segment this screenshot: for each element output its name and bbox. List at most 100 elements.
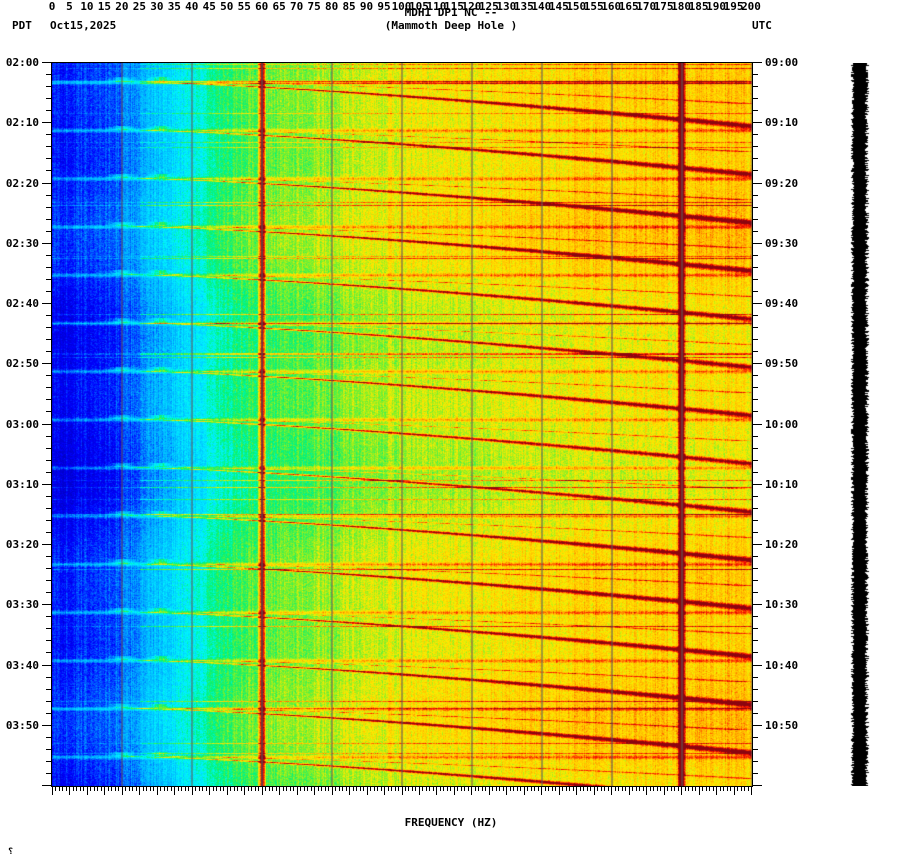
freq-tick-minor: [325, 787, 326, 791]
freq-tick-minor: [706, 787, 707, 791]
axis-tick-minor: [46, 713, 51, 714]
axis-tick-minor: [753, 520, 758, 521]
freq-tick-minor: [562, 787, 563, 791]
freq-tick-major: [681, 787, 682, 795]
freq-tick-label: 135: [513, 0, 534, 13]
freq-tick-minor: [566, 787, 567, 791]
freq-tick-minor: [429, 787, 430, 791]
axis-tick-minor: [753, 628, 758, 629]
freq-tick-minor: [695, 787, 696, 791]
freq-tick-minor: [398, 787, 399, 791]
freq-tick-minor: [447, 787, 448, 791]
freq-tick-minor: [199, 787, 200, 791]
time-label-utc: 10:20: [765, 538, 799, 551]
freq-tick-label: 75: [307, 0, 321, 13]
axis-tick-minor: [46, 327, 51, 328]
freq-tick-major: [419, 787, 420, 795]
freq-tick-minor: [461, 787, 462, 791]
axis-tick-minor: [753, 339, 758, 340]
freq-tick-minor: [625, 787, 626, 791]
freq-tick-major: [646, 787, 647, 795]
freq-tick-minor: [216, 787, 217, 791]
freq-tick-major: [384, 787, 385, 795]
freq-tick-minor: [290, 787, 291, 791]
axis-tick-major: [753, 424, 762, 425]
time-label-local: 03:10: [5, 477, 39, 491]
axis-tick-minor: [46, 291, 51, 292]
time-label-utc: 10:30: [765, 598, 799, 612]
axis-tick-major: [753, 303, 762, 304]
axis-tick-minor: [46, 677, 51, 678]
freq-tick-label: 25: [132, 0, 146, 13]
time-label-local: 02:40: [5, 297, 39, 310]
freq-tick-label: 0: [48, 0, 56, 13]
freq-tick-minor: [632, 787, 633, 791]
freq-tick-minor: [590, 787, 591, 791]
freq-tick-minor: [618, 787, 619, 791]
freq-tick-minor: [143, 787, 144, 791]
axis-tick-minor: [46, 110, 51, 111]
axis-tick-minor: [46, 628, 51, 629]
freq-tick-minor: [517, 787, 518, 791]
freq-tick-minor: [643, 787, 644, 791]
axis-tick-minor: [46, 207, 51, 208]
axis-tick-minor: [46, 436, 51, 437]
axis-tick-minor: [46, 267, 51, 268]
page-title: MDH1 DP1 NC --: [404, 6, 498, 19]
axis-tick-minor: [46, 520, 51, 521]
freq-tick-minor: [730, 787, 731, 791]
freq-tick-major: [227, 787, 228, 795]
freq-tick-minor: [300, 787, 301, 791]
axis-tick-minor: [46, 472, 51, 473]
freq-tick-minor: [73, 787, 74, 791]
freq-tick-minor: [660, 787, 661, 791]
axis-tick-major: [753, 243, 762, 244]
freq-tick-major: [87, 787, 88, 795]
freq-tick-minor: [667, 787, 668, 791]
axis-tick-minor: [46, 231, 51, 232]
freq-tick-minor: [482, 787, 483, 791]
freq-tick-label: 160: [601, 0, 622, 13]
freq-tick-minor: [468, 787, 469, 791]
axis-tick-minor: [753, 749, 758, 750]
freq-tick-minor: [283, 787, 284, 791]
frequency-axis-labels: 0 5 10 15 20 25 30 35 40 45 50 55 60 65 70 75 80 85 90 95 10…: [0, 0, 902, 14]
time-label-utc: 10:00: [765, 417, 799, 431]
freq-tick-minor: [671, 787, 672, 791]
axis-tick-minor: [753, 556, 758, 557]
freq-tick-label: 150: [566, 0, 587, 13]
freq-tick-minor: [356, 787, 357, 791]
axis-tick-minor: [753, 508, 758, 509]
time-label-local: 02:00: [5, 56, 39, 69]
axis-tick-minor: [753, 737, 758, 738]
freq-tick-minor: [101, 787, 102, 791]
freq-tick-minor: [527, 787, 528, 791]
freq-tick-minor: [111, 787, 112, 791]
axis-tick-minor: [46, 652, 51, 653]
freq-tick-minor: [744, 787, 745, 791]
axis-tick-major: [42, 484, 51, 485]
frequency-axis-title: FREQUENCY (HZ): [404, 816, 498, 829]
freq-tick-minor: [422, 787, 423, 791]
freq-tick-major: [541, 787, 542, 795]
freq-tick-minor: [258, 787, 259, 791]
freq-tick-minor: [318, 787, 319, 791]
freq-tick-minor: [499, 787, 500, 791]
axis-tick-minor: [753, 291, 758, 292]
freq-tick-minor: [321, 787, 322, 791]
freq-tick-label: 200: [741, 0, 761, 13]
axis-tick-minor: [46, 737, 51, 738]
spectrogram-plot[interactable]: [51, 62, 753, 787]
freq-tick-minor: [513, 787, 514, 791]
freq-tick-minor: [377, 787, 378, 791]
axis-tick-major: [42, 122, 51, 123]
freq-tick-minor: [164, 787, 165, 791]
freq-tick-minor: [496, 787, 497, 791]
freq-tick-label: 10: [80, 0, 94, 13]
axis-tick-minor: [753, 532, 758, 533]
freq-tick-minor: [457, 787, 458, 791]
axis-tick-major: [42, 665, 51, 666]
freq-tick-label: 170: [636, 0, 657, 13]
time-label-utc: 09:30: [765, 236, 799, 250]
axis-tick-minor: [753, 399, 758, 400]
